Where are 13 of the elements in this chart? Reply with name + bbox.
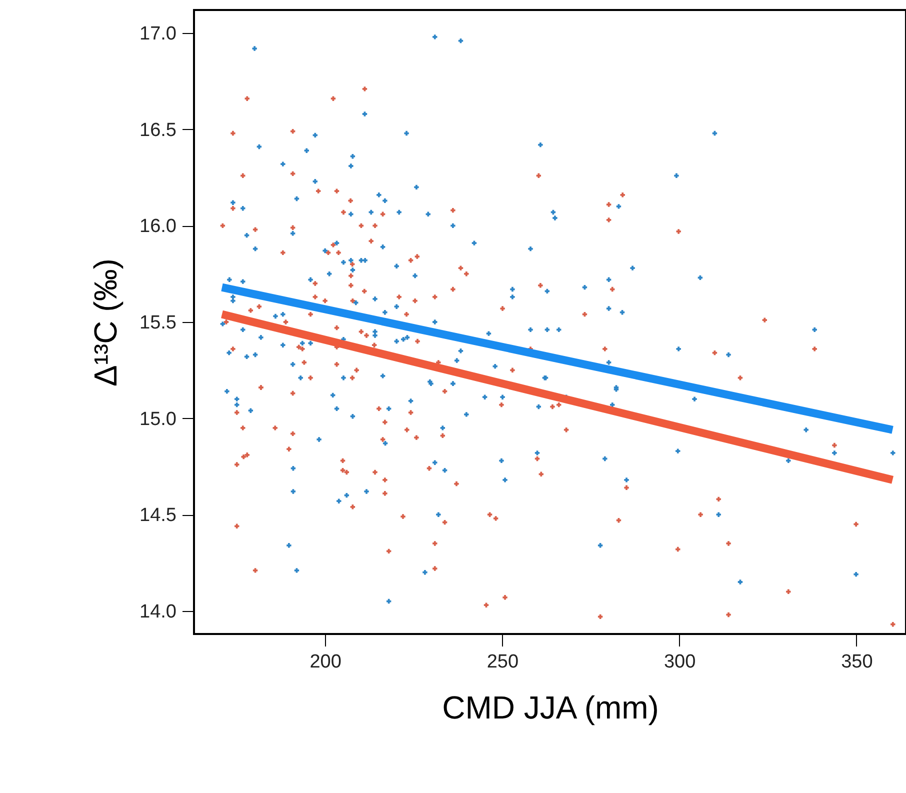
y-tick-label: 16.0 [140,216,176,238]
x-tick-label: 300 [664,652,696,672]
y-axis-title: Δ¹³C (‰) [88,258,124,386]
y-tick-label: 15.0 [140,408,176,430]
y-tick-label: 17.0 [140,24,176,45]
y-tick-label: 16.5 [140,120,176,141]
y-tick-label: 14.0 [140,601,176,622]
y-tick-label: 14.5 [140,505,176,526]
y-tick-label: 15.5 [140,312,176,334]
x-tick-label: 350 [841,652,873,672]
x-axis-title: CMD JJA (mm) [442,690,659,726]
x-tick-label: 200 [310,652,342,672]
x-tick-label: 250 [486,652,519,672]
